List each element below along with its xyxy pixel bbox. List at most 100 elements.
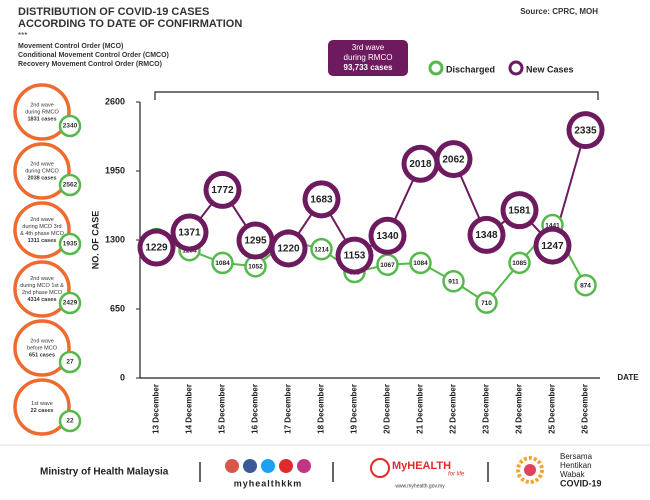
- brand: MyHEALTH: [392, 460, 451, 472]
- wave-discharged-circle: [58, 114, 82, 138]
- url: www.myhealth.gov.my: [395, 483, 445, 489]
- value-label: 1348: [475, 230, 498, 241]
- legend-label: New Cases: [526, 64, 574, 74]
- wave-discharged-circle: [58, 409, 82, 433]
- value-label: 2062: [442, 154, 465, 165]
- wave-discharged-circle: [58, 232, 82, 256]
- value-label: 1247: [541, 241, 564, 252]
- wave-circle: [13, 260, 71, 318]
- wave-label: during MCO 1st &: [20, 283, 64, 289]
- wave-label: before MCO: [27, 345, 58, 351]
- value-label: 1581: [508, 205, 531, 216]
- value-label: 1052: [248, 264, 263, 271]
- marker-inner: [241, 226, 270, 255]
- x-tick-label: 15 December: [218, 384, 227, 434]
- wave-label: 2nd wave: [30, 161, 54, 167]
- wave-label: 2nd wave: [30, 217, 54, 223]
- x-tick-label: 24 December: [515, 384, 524, 434]
- handle: myhealthkkm: [234, 478, 303, 488]
- wave-label: 651 cases: [29, 352, 55, 358]
- wave-discharged-circle: [58, 350, 82, 374]
- wave-label: 4314 cases: [27, 297, 56, 303]
- x-tick-label: 23 December: [482, 384, 491, 434]
- source: Source: CPRC, MOH: [520, 7, 598, 16]
- value-label: 1371: [178, 228, 201, 239]
- campaign: Hentikan: [560, 461, 592, 470]
- wave-discharged: 2429: [63, 300, 78, 307]
- ministry: Ministry of Health Malaysia: [40, 467, 169, 478]
- wave-label: 2038 cases: [27, 175, 56, 181]
- value-label: 710: [481, 300, 492, 307]
- wave-label: 1831 cases: [27, 116, 56, 122]
- marker-inner: [538, 231, 567, 260]
- annotation-box: [328, 40, 408, 76]
- social-icons: [225, 459, 311, 473]
- marker-inner: [175, 218, 204, 247]
- wave-discharged: 27: [66, 359, 74, 366]
- wave-discharged: 22: [66, 418, 74, 425]
- marker-inner: [307, 185, 336, 214]
- y-tick-label: 1300: [105, 234, 125, 244]
- wave-label: & 4th phase MCO: [20, 231, 64, 237]
- value-label: 1085: [512, 260, 527, 267]
- wave-label: 1311 cases: [28, 238, 57, 244]
- marker: [211, 251, 234, 275]
- marker: [508, 251, 531, 275]
- wave-label: 22 cases: [31, 408, 54, 414]
- bracket: [154, 91, 599, 100]
- marker-inner: [439, 145, 468, 174]
- x-tick-label: 13 December: [152, 384, 161, 434]
- value-label: 1214: [314, 246, 329, 253]
- value-label: 2335: [574, 125, 597, 136]
- wave-label: during MCO 3rd: [22, 224, 61, 230]
- order: Conditional Movement Control Order (CMCO…: [18, 52, 169, 59]
- wave-discharged: 1935: [63, 241, 78, 248]
- value-label: 1084: [215, 260, 230, 267]
- value-label: 1441: [545, 222, 560, 229]
- x-axis-label: DATE: [617, 373, 639, 382]
- y-tick-label: 2600: [105, 96, 125, 106]
- x-tick-label: 20 December: [383, 384, 392, 434]
- annotation: during RMCO: [344, 53, 393, 62]
- value-label: 2018: [409, 159, 432, 170]
- x-tick-label: 17 December: [284, 384, 293, 434]
- wave-discharged-circle: [58, 173, 82, 197]
- wave-discharged-circle: [58, 291, 82, 315]
- campaign: Bersama: [560, 452, 593, 461]
- marker-inner: [472, 220, 501, 249]
- value-label: 1220: [277, 244, 300, 255]
- annotation: 3rd wave: [352, 43, 385, 52]
- wave-discharged: 2340: [63, 123, 78, 130]
- marker: [310, 237, 333, 261]
- wave-label: 1st wave: [31, 401, 53, 407]
- tagline: for life: [448, 472, 465, 478]
- wave-label: during RMCO: [25, 109, 59, 115]
- value-label: 1067: [380, 262, 395, 269]
- wave-label: during CMCO: [25, 168, 59, 174]
- marker: [442, 270, 465, 293]
- value-label: 874: [580, 282, 591, 289]
- campaign: Wabak: [560, 470, 586, 479]
- value-label: 911: [448, 279, 459, 286]
- value-label: 1153: [344, 251, 366, 262]
- wave-circle: [13, 83, 71, 141]
- x-tick-label: 18 December: [317, 384, 326, 434]
- y-tick-label: 0: [120, 372, 125, 382]
- value-label: 1084: [413, 260, 428, 267]
- y-tick-label: 1950: [105, 165, 125, 175]
- marker-inner: [406, 149, 435, 178]
- marker-inner: [505, 196, 534, 225]
- marker-inner: [142, 233, 171, 262]
- marker-inner: [274, 234, 303, 263]
- value-label: 1340: [376, 231, 399, 242]
- x-tick-label: 26 December: [581, 384, 590, 434]
- wave-label: 2nd wave: [30, 338, 54, 344]
- wave-circle: [13, 319, 71, 377]
- y-axis-label: NO. OF CASE: [90, 211, 100, 270]
- stars: ***: [18, 31, 27, 40]
- x-tick-label: 22 December: [449, 384, 458, 434]
- campaign: COVID-19: [560, 478, 602, 488]
- y-tick-label: 650: [110, 303, 125, 313]
- annotation: 93,733 cases: [344, 63, 393, 72]
